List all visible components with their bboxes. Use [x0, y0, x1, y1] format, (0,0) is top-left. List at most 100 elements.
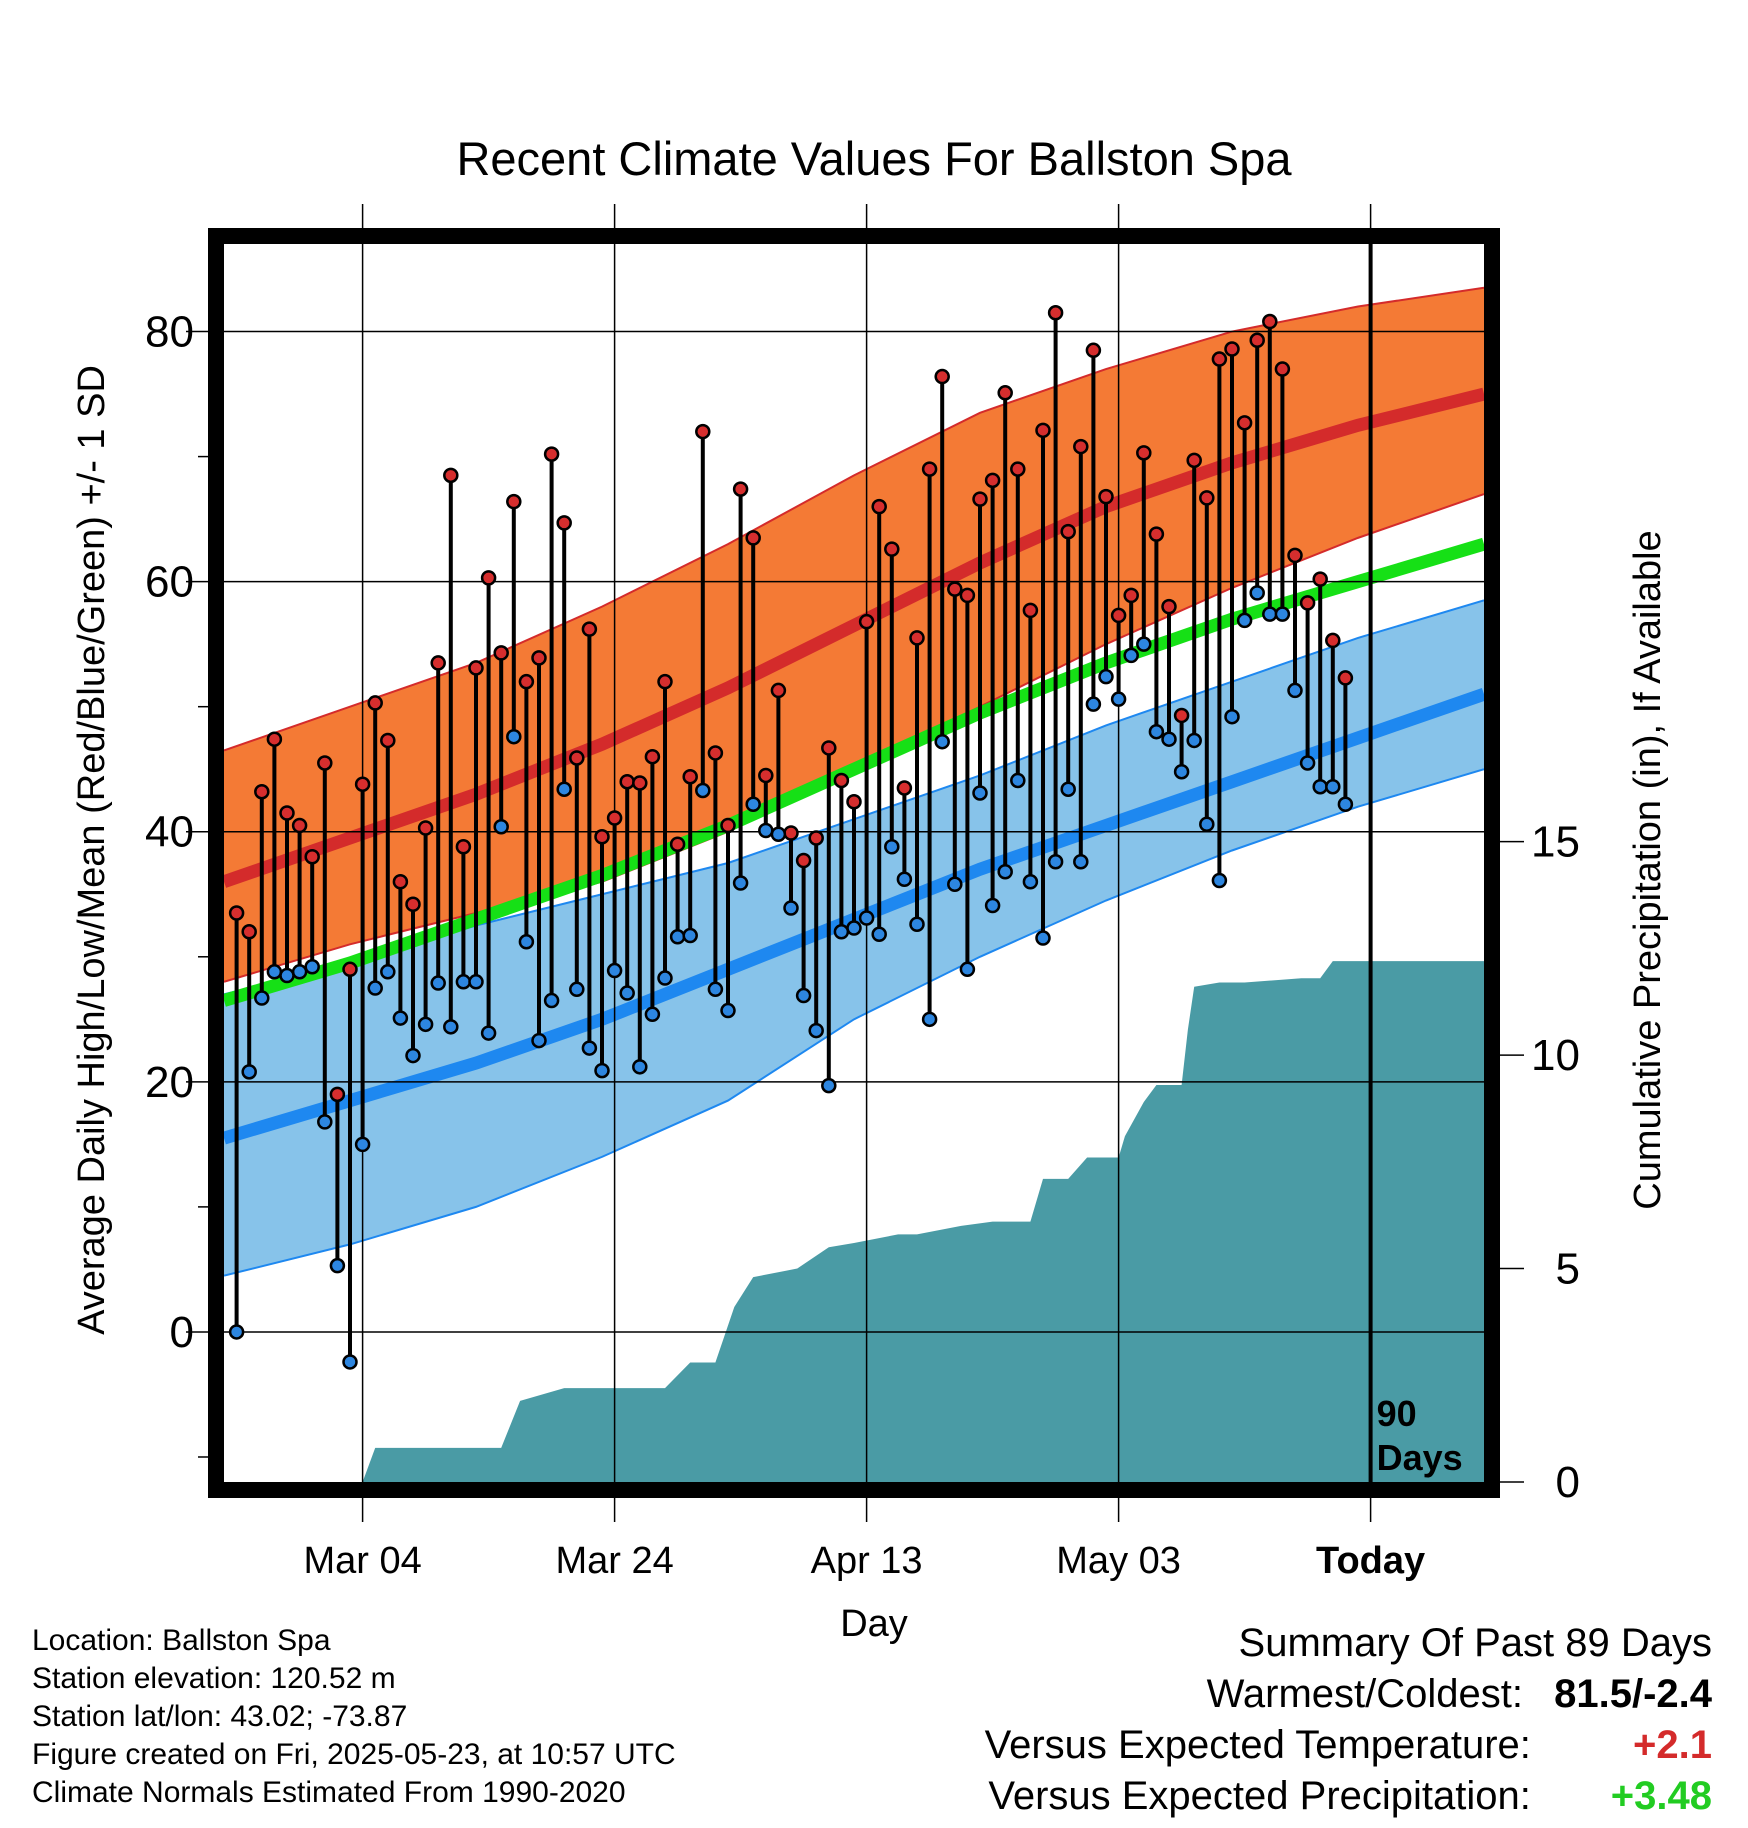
daily-low-point — [241, 1064, 257, 1080]
station-info: Location: Ballston Spa Station elevation… — [32, 1622, 676, 1812]
daily-high-point — [1022, 602, 1039, 619]
plot-content — [224, 244, 1484, 1482]
daily-high-point — [1312, 571, 1328, 587]
daily-low-point — [1136, 636, 1152, 652]
daily-high-point — [430, 655, 446, 671]
summary-title: Summary Of Past 89 Days — [1238, 1621, 1712, 1665]
daily-low-point — [858, 910, 875, 926]
daily-low-point — [770, 826, 787, 842]
daily-high-point — [795, 852, 812, 869]
daily-low-point — [291, 964, 308, 980]
daily-high-point — [480, 570, 497, 586]
daily-high-point — [556, 515, 572, 531]
daily-high-point — [417, 820, 434, 836]
daily-high-point — [506, 493, 522, 510]
daily-low-point — [279, 967, 295, 984]
precipitation-anomaly-label: Versus Expected Precipitation: — [988, 1774, 1531, 1818]
daily-low-point — [518, 934, 535, 950]
daily-high-point — [972, 491, 988, 507]
daily-low-point — [1337, 796, 1354, 812]
high-normal-line — [224, 387, 1484, 888]
daily-high-point — [921, 461, 938, 477]
x-axis-label: Day — [840, 1603, 908, 1645]
daily-low-point — [808, 1022, 824, 1039]
y2-tick-label: 10 — [1531, 1031, 1580, 1080]
daily-low-point — [443, 1019, 459, 1035]
daily-high-point — [405, 896, 421, 913]
daily-high-point — [783, 825, 799, 841]
daily-high-point — [858, 613, 875, 630]
daily-high-point — [758, 767, 774, 784]
daily-low-point — [1199, 816, 1215, 832]
daily-low-point — [493, 818, 509, 835]
daily-high-point — [770, 682, 787, 699]
daily-low-point — [745, 796, 761, 812]
daily-high-point — [732, 481, 749, 497]
daily-low-point — [720, 1002, 736, 1019]
daily-low-point — [783, 900, 799, 916]
daily-high-point — [833, 772, 850, 789]
warmest-coldest-label: Warmest/Coldest: — [1206, 1672, 1523, 1716]
daily-high-point — [1249, 332, 1265, 349]
daily-low-point — [594, 1062, 610, 1079]
daily-low-point — [1173, 763, 1190, 780]
daily-low-point — [1299, 755, 1316, 771]
location-text: Location: Ballston Spa — [32, 1624, 331, 1657]
daily-low-point — [1161, 731, 1177, 747]
daily-low-point — [669, 929, 686, 945]
daily-low-point — [934, 733, 950, 750]
x-tick-label: Mar 04 — [303, 1540, 421, 1582]
daily-low-point — [417, 1016, 434, 1033]
daily-high-point — [947, 581, 963, 597]
daily-high-point — [695, 423, 711, 440]
daily-low-point — [455, 974, 472, 990]
daily-high-point — [720, 817, 736, 834]
daily-low-point — [367, 980, 383, 996]
daily-high-point — [821, 740, 837, 756]
daily-low-point — [758, 822, 774, 839]
daily-low-point — [695, 782, 711, 799]
daily-high-point — [1224, 341, 1240, 357]
daily-high-point — [657, 673, 673, 690]
daily-low-point — [304, 959, 320, 975]
daily-low-point — [1249, 585, 1265, 601]
temperature-anomaly-label: Versus Expected Temperature: — [984, 1723, 1531, 1767]
daily-high-point — [1110, 607, 1127, 624]
daily-low-point — [254, 990, 270, 1006]
chart-title: Recent Climate Values For Ballston Spa — [456, 132, 1292, 185]
daily-high-point — [1148, 526, 1165, 542]
daily-high-point — [896, 780, 913, 796]
daily-high-point — [606, 810, 623, 826]
daily-low-point — [606, 962, 623, 979]
daily-high-point — [1073, 438, 1089, 455]
y2-tick-label: 15 — [1531, 818, 1580, 867]
daily-low-point — [896, 871, 913, 888]
daily-low-point — [1035, 930, 1051, 946]
daily-low-point — [1287, 682, 1303, 699]
daily-low-point — [1236, 612, 1253, 629]
daily-high-point — [1010, 461, 1026, 477]
temperature-anomaly-row: Versus Expected Temperature: +2.1 — [985, 1720, 1712, 1771]
daily-low-point — [632, 1059, 648, 1075]
x-tick-label: Apr 13 — [811, 1540, 923, 1582]
daily-high-point — [1060, 523, 1076, 540]
daily-high-point — [279, 805, 295, 821]
daily-low-point — [468, 974, 484, 990]
daily-low-point — [1224, 708, 1240, 725]
daily-high-point — [1047, 305, 1064, 321]
daily-low-point — [556, 781, 572, 797]
daily-low-point — [871, 926, 887, 943]
daily-high-point — [682, 768, 698, 785]
warmest-coldest-row: Warmest/Coldest: 81.5/-2.4 — [985, 1669, 1712, 1720]
daily-high-point — [443, 467, 459, 484]
daily-low-point — [228, 1324, 245, 1340]
daily-high-point — [1098, 488, 1114, 505]
daily-high-point — [1337, 670, 1354, 686]
daily-high-point — [884, 541, 900, 557]
daily-high-point — [1299, 595, 1316, 611]
daily-low-point — [732, 875, 749, 891]
daily-high-point — [317, 755, 333, 771]
daily-low-point — [354, 1136, 371, 1153]
daily-high-point — [909, 630, 925, 646]
